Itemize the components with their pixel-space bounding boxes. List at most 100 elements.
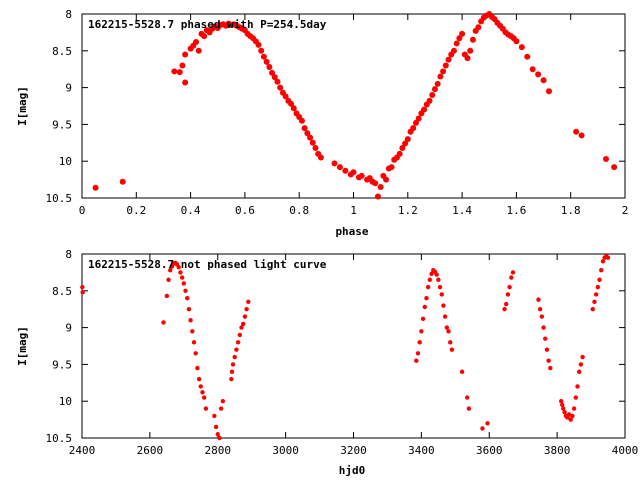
unphased-data-point [540, 314, 544, 318]
phased-data-point [193, 39, 199, 45]
unphased-data-point [428, 278, 432, 282]
unphased-x-tick-label: 3600 [476, 444, 503, 457]
unphased-y-tick-label: 10.5 [46, 432, 73, 445]
phased-data-point [177, 69, 183, 75]
phased-y-tick-label: 9 [65, 82, 72, 95]
phased-x-tick-label: 0 [79, 204, 86, 217]
unphased-x-tick-label: 3000 [272, 444, 299, 457]
phased-data-point [266, 64, 272, 70]
unphased-data-point [591, 307, 595, 311]
unphased-chart-title: 162215-5528.7 not phased light curve [88, 258, 327, 271]
phased-chart-title: 162215-5528.7 phased with P=254.5day [88, 18, 327, 31]
unphased-data-point [414, 359, 418, 363]
phased-data-point [465, 55, 471, 61]
phased-data-point [196, 48, 202, 54]
unphased-data-point [511, 270, 515, 274]
unphased-data-point [480, 426, 484, 430]
unphased-data-point [577, 370, 581, 374]
phased-x-axis-label: phase [335, 225, 368, 238]
unphased-x-tick-label: 3200 [340, 444, 367, 457]
unphased-data-point [416, 351, 420, 355]
unphased-data-point [594, 292, 598, 296]
unphased-data-point [230, 370, 234, 374]
unphased-data-point [424, 296, 428, 300]
unphased-y-tick-label: 9 [65, 322, 72, 335]
unphased-data-point [438, 285, 442, 289]
phased-data-point [611, 164, 617, 170]
unphased-data-point [580, 355, 584, 359]
phased-data-point [310, 140, 316, 146]
unphased-data-point [440, 292, 444, 296]
unphased-data-point [506, 292, 510, 296]
phased-data-point [179, 63, 185, 69]
unphased-data-point [229, 377, 233, 381]
unphased-data-point [214, 425, 218, 429]
unphased-data-point [192, 340, 196, 344]
unphased-data-point [560, 403, 564, 407]
phased-x-tick-label: 1.2 [398, 204, 418, 217]
unphased-data-point [507, 285, 511, 289]
phased-data-point [435, 81, 441, 87]
unphased-data-point [195, 366, 199, 370]
unphased-data-point [441, 303, 445, 307]
unphased-data-point [446, 329, 450, 333]
unphased-data-point [579, 362, 583, 366]
phased-data-point [277, 85, 283, 91]
phased-data-point [603, 156, 609, 162]
unphased-y-axis-label: I[mag] [16, 326, 29, 366]
phased-data-point [454, 40, 460, 46]
unphased-data-point [212, 414, 216, 418]
phased-data-point [264, 59, 270, 65]
unphased-data-point [166, 278, 170, 282]
phased-data-point [443, 63, 449, 69]
unphased-data-point [202, 395, 206, 399]
unphased-data-point [559, 399, 563, 403]
phased-data-point [351, 169, 357, 175]
unphased-chart: 2400 2600 2800 3000 3200 3400 3600 3800 4000 8 8.5… [16, 248, 638, 477]
unphased-x-tick-label: 3400 [408, 444, 435, 457]
unphased-data-point [592, 300, 596, 304]
phased-x-tick-label: 2 [622, 204, 629, 217]
unphased-data-point [246, 300, 250, 304]
phased-chart: 0 0.2 0.4 0.6 0.8 1 1.2 1.4 1.6 1.8 2 8 8.5 9 9.5 10 10.… [16, 8, 628, 238]
phased-data-point [318, 155, 324, 161]
unphased-data-point [574, 395, 578, 399]
phased-data-point [372, 180, 378, 186]
phased-data-point [201, 33, 207, 39]
unphased-data-point [548, 366, 552, 370]
unphased-y-tick-label: 10 [59, 395, 72, 408]
light-curve-figure: 0 0.2 0.4 0.6 0.8 1 1.2 1.4 1.6 1.8 288.599.51010.… [0, 0, 640, 480]
phased-data-point [255, 42, 261, 48]
unphased-data-point [599, 268, 603, 272]
unphased-x-tick-label: 2600 [137, 444, 164, 457]
unphased-data-point [570, 414, 574, 418]
phased-data-point [383, 177, 389, 183]
unphased-data-point [596, 285, 600, 289]
unphased-x-tick-label: 4000 [612, 444, 639, 457]
unphased-data-point [465, 395, 469, 399]
unphased-data-point [219, 406, 223, 410]
phased-data-point [405, 136, 411, 142]
phased-data-point [440, 68, 446, 74]
unphased-data-point [421, 317, 425, 321]
unphased-y-tick-label: 8 [65, 248, 72, 261]
phased-x-tick-label: 1.6 [506, 204, 526, 217]
phased-data-point [307, 135, 313, 141]
phased-data-point [331, 160, 337, 166]
phased-x-tick-label: 0.2 [126, 204, 146, 217]
phased-data-point [182, 51, 188, 57]
phased-data-point [432, 86, 438, 92]
unphased-data-point [417, 340, 421, 344]
unphased-data-point [193, 351, 197, 355]
phased-data-point [546, 88, 552, 94]
unphased-y-tick-label: 9.5 [52, 358, 72, 371]
unphased-x-tick-label: 3800 [544, 444, 571, 457]
unphased-data-point [165, 294, 169, 298]
unphased-data-point [233, 355, 237, 359]
phased-data-point [359, 173, 365, 179]
phased-y-tick-label: 8 [65, 8, 72, 21]
unphased-data-point [538, 307, 542, 311]
phased-data-point [312, 145, 318, 151]
phased-data-point [437, 74, 443, 80]
unphased-data-point [243, 314, 247, 318]
